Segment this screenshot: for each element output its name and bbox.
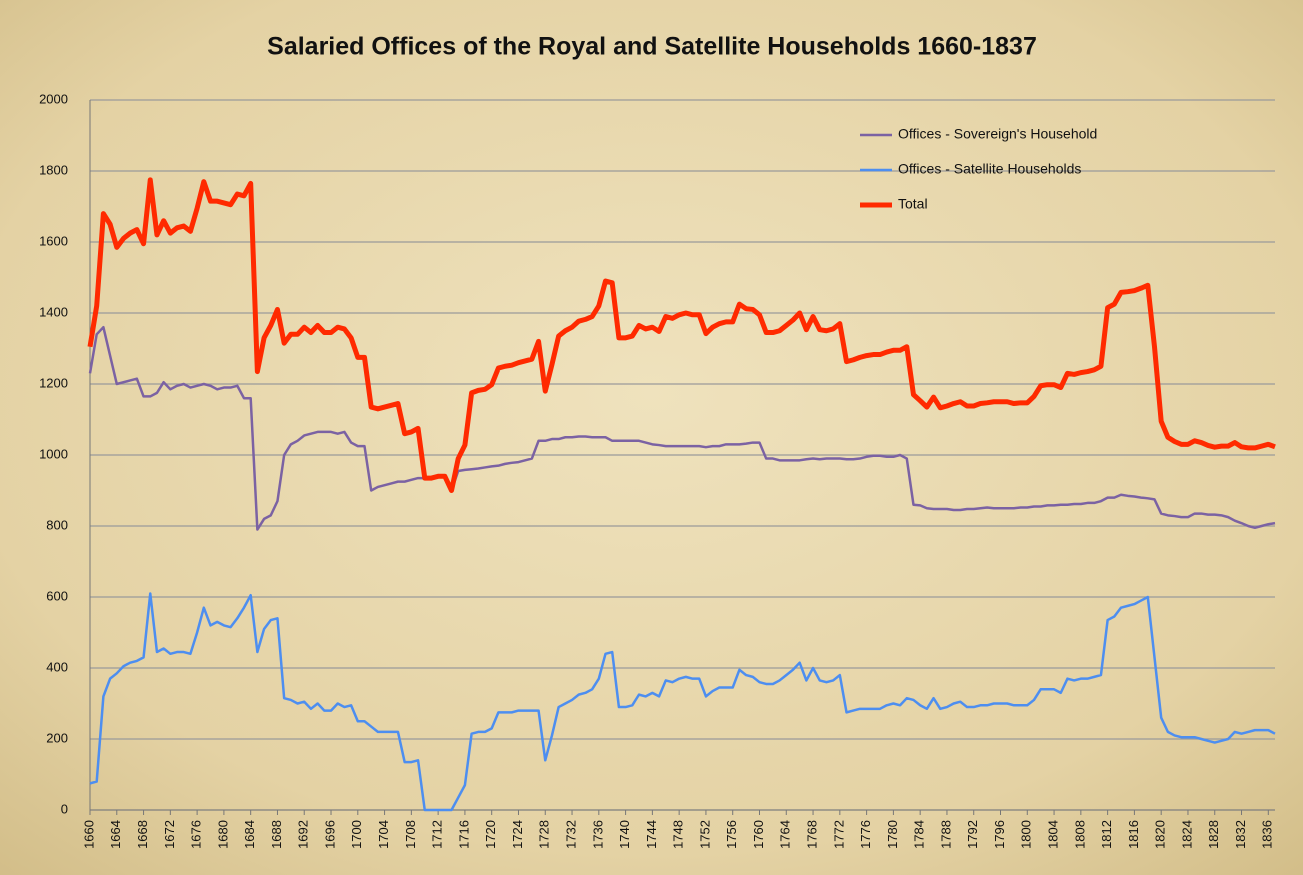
x-tick-label: 1696 (322, 820, 337, 849)
x-tick-label: 1684 (242, 820, 257, 849)
series-line (88, 325, 1276, 531)
x-tick-label: 1660 (81, 820, 96, 849)
x-tick-label: 1816 (1126, 820, 1141, 849)
x-tick-label: 1792 (965, 820, 980, 849)
x-tick-label: 1800 (1019, 820, 1034, 849)
x-tick-label: 1808 (1072, 820, 1087, 849)
x-tick-label: 1732 (563, 820, 578, 849)
x-tick-label: 1752 (697, 820, 712, 849)
x-tick-label: 1832 (1233, 820, 1248, 849)
x-tick-label: 1776 (858, 820, 873, 849)
x-tick-label: 1820 (1153, 820, 1168, 849)
y-tick-label: 1600 (39, 233, 68, 248)
x-tick-label: 1680 (215, 820, 230, 849)
x-tick-label: 1836 (1260, 820, 1275, 849)
y-tick-label: 600 (46, 588, 68, 603)
y-tick-label: 1800 (39, 162, 68, 177)
x-tick-label: 1804 (1046, 820, 1061, 849)
series-line (89, 592, 1276, 812)
x-tick-label: 1700 (349, 820, 364, 849)
y-tick-label: 2000 (39, 91, 68, 106)
x-tick-label: 1672 (162, 820, 177, 849)
x-tick-label: 1704 (376, 820, 391, 849)
x-tick-label: 1728 (537, 820, 552, 849)
x-tick-label: 1692 (296, 820, 311, 849)
x-tick-label: 1744 (644, 820, 659, 849)
x-tick-label: 1676 (189, 820, 204, 849)
x-tick-label: 1736 (590, 820, 605, 849)
x-tick-label: 1720 (483, 820, 498, 849)
x-tick-label: 1712 (430, 820, 445, 849)
chart-title: Salaried Offices of the Royal and Satell… (267, 33, 1037, 61)
y-tick-label: 1000 (39, 446, 68, 461)
x-tick-label: 1668 (135, 820, 150, 849)
legend-label: Total (898, 196, 928, 212)
x-tick-label: 1740 (617, 820, 632, 849)
x-tick-label: 1756 (724, 820, 739, 849)
x-tick-label: 1780 (885, 820, 900, 849)
x-tick-label: 1784 (912, 820, 927, 849)
x-tick-label: 1748 (671, 820, 686, 849)
x-tick-label: 1772 (831, 820, 846, 849)
y-tick-label: 0 (61, 801, 68, 816)
y-tick-label: 400 (46, 659, 68, 674)
x-tick-label: 1824 (1179, 820, 1194, 849)
x-tick-label: 1716 (456, 820, 471, 849)
x-tick-label: 1764 (778, 820, 793, 849)
legend-label: Offices - Satellite Households (898, 161, 1081, 177)
x-tick-label: 1688 (269, 820, 284, 849)
series-line (87, 177, 1276, 493)
x-tick-label: 1724 (510, 820, 525, 849)
y-tick-label: 200 (46, 730, 68, 745)
y-tick-label: 1200 (39, 375, 68, 390)
x-tick-label: 1788 (938, 820, 953, 849)
y-tick-label: 800 (46, 517, 68, 532)
x-tick-label: 1708 (403, 820, 418, 849)
y-tick-label: 1400 (39, 304, 68, 319)
legend-label: Offices - Sovereign's Household (898, 126, 1097, 142)
x-tick-label: 1812 (1099, 820, 1114, 849)
x-tick-label: 1796 (992, 820, 1007, 849)
x-tick-label: 1760 (751, 820, 766, 849)
x-tick-label: 1828 (1206, 820, 1221, 849)
x-tick-label: 1664 (108, 820, 123, 849)
x-tick-label: 1768 (804, 820, 819, 849)
